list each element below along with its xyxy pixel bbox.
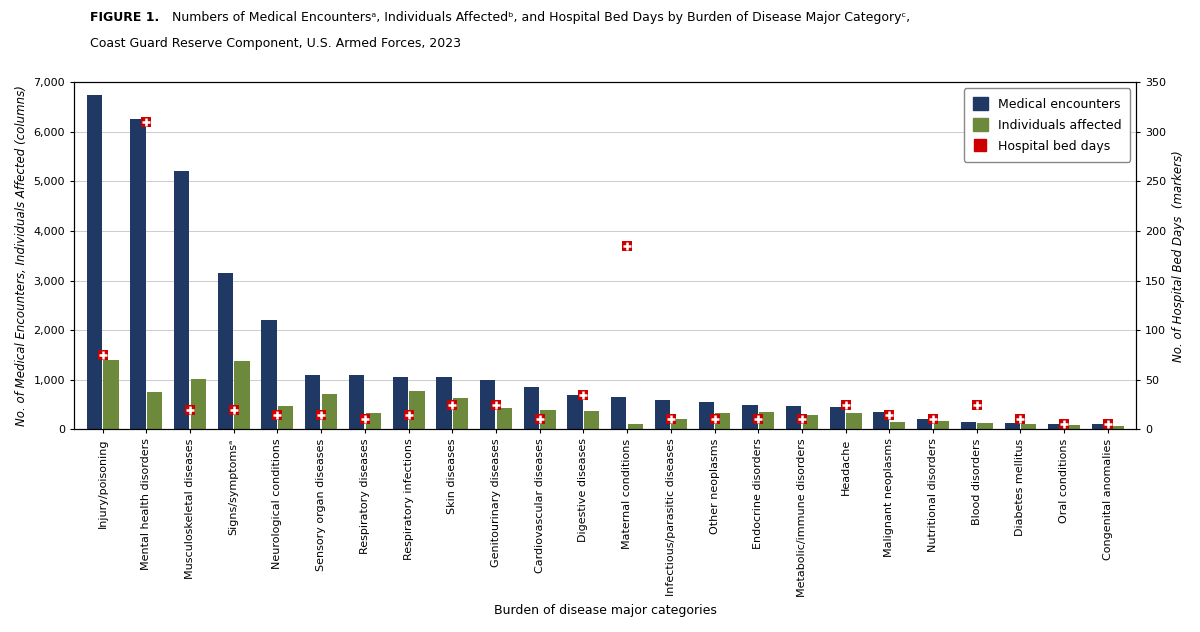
Bar: [934, 421, 949, 429]
Bar: [366, 413, 380, 429]
Bar: [786, 406, 802, 429]
Bar: [672, 419, 686, 429]
Bar: [349, 375, 365, 429]
Bar: [890, 422, 905, 429]
Bar: [874, 412, 889, 429]
Bar: [917, 420, 932, 429]
Bar: [628, 423, 643, 429]
Bar: [305, 375, 320, 429]
Bar: [540, 410, 556, 429]
Bar: [1021, 423, 1037, 429]
Bar: [584, 411, 599, 429]
Bar: [497, 408, 512, 429]
Bar: [715, 413, 731, 429]
Bar: [452, 398, 468, 429]
Text: FIGURE 1.: FIGURE 1.: [90, 11, 160, 25]
Bar: [322, 394, 337, 429]
Bar: [103, 360, 119, 429]
Y-axis label: No. of Medical Encounters, Individuals Affected (columns): No. of Medical Encounters, Individuals A…: [14, 85, 28, 426]
Bar: [978, 423, 992, 429]
Bar: [409, 391, 425, 429]
Bar: [523, 387, 539, 429]
Bar: [174, 171, 190, 429]
Bar: [961, 422, 976, 429]
Bar: [234, 361, 250, 429]
Bar: [191, 379, 206, 429]
Bar: [1109, 426, 1124, 429]
Bar: [568, 394, 583, 429]
Bar: [86, 95, 102, 429]
Bar: [611, 397, 626, 429]
Bar: [846, 413, 862, 429]
Legend: Medical encounters, Individuals affected, Hospital bed days: Medical encounters, Individuals affected…: [964, 88, 1130, 162]
Bar: [131, 119, 145, 429]
Text: Numbers of Medical Encountersᵃ, Individuals Affectedᵇ, and Hospital Bed Days by : Numbers of Medical Encountersᵃ, Individu…: [164, 11, 911, 25]
Bar: [437, 377, 451, 429]
Bar: [829, 406, 845, 429]
Bar: [1004, 423, 1020, 429]
Bar: [1064, 425, 1080, 429]
Bar: [758, 411, 774, 429]
Bar: [655, 399, 670, 429]
Bar: [803, 415, 818, 429]
Bar: [278, 406, 293, 429]
Bar: [1092, 425, 1108, 429]
Bar: [146, 392, 162, 429]
Bar: [480, 380, 496, 429]
Bar: [698, 402, 714, 429]
Bar: [262, 320, 277, 429]
Bar: [743, 404, 757, 429]
Bar: [1049, 424, 1063, 429]
Y-axis label: No. of Hospital Bed Days  (markers): No. of Hospital Bed Days (markers): [1172, 150, 1186, 362]
Bar: [217, 273, 233, 429]
Text: Coast Guard Reserve Component, U.S. Armed Forces, 2023: Coast Guard Reserve Component, U.S. Arme…: [90, 37, 461, 50]
Bar: [392, 377, 408, 429]
X-axis label: Burden of disease major categories: Burden of disease major categories: [494, 604, 716, 617]
